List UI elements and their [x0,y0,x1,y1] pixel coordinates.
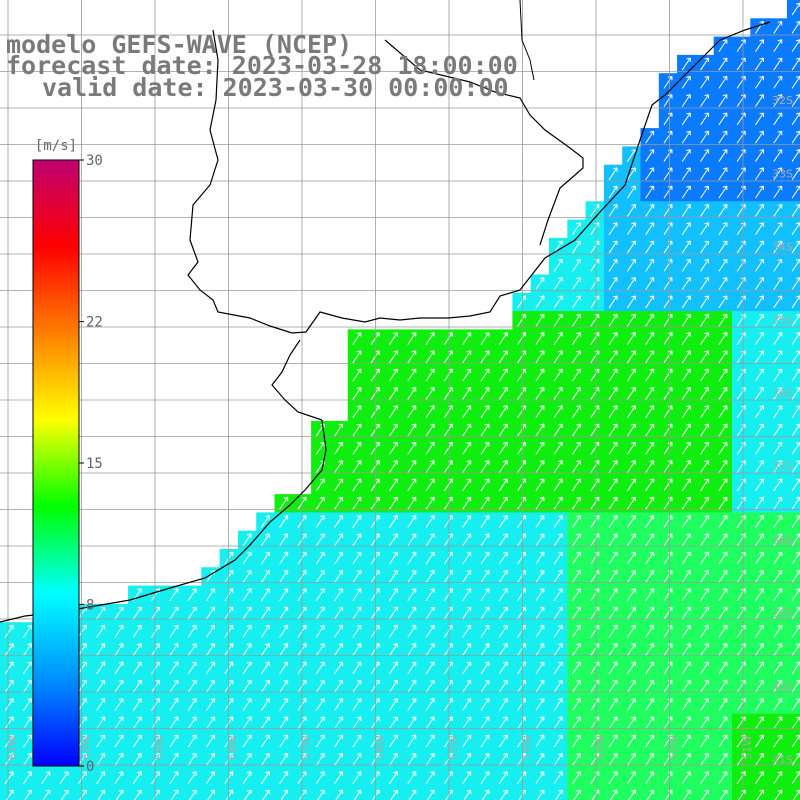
latitude-label: 41S [772,754,793,767]
river-plate-coast [271,339,323,421]
colorbar-labels: 30 22 15 8 0 [79,153,103,775]
coastline [187,21,771,334]
colorbar-label: 22 [86,315,103,331]
coastline-north [384,39,584,246]
longitude-label: 51W [741,735,754,760]
latitude-label: 34S [772,241,793,254]
longitude-label: 60W [80,735,93,760]
longitude-label: 55W [447,735,460,760]
longitude-label: 58W [227,735,240,760]
colorbar-gradient [32,159,80,767]
latitude-label: 37S [772,461,793,474]
longitude-label: 59W [153,735,166,760]
colorbar-unit: [m/s] [35,138,77,154]
latitude-label: 38S [772,534,793,547]
latitude-label: 39S [772,607,793,620]
longitude-labels: 61W 60W 59W 58W 57W 56W 55W 54W 53W 52W 51W [6,735,754,760]
colorbar-label: 15 [86,456,103,472]
longitude-label: 54W [521,735,534,760]
latitude-labels: 32S 33S 34S 35S 36S 37S 38S 39S 40S 41S [772,94,793,767]
longitude-label: 61W [6,735,19,760]
latitude-label: 32S [772,94,793,107]
latitude-label: 35S [772,314,793,327]
title-valid-date: valid date: 2023-03-30 00:00:00 [42,73,509,102]
colorbar-label: 8 [86,597,94,613]
latitude-label: 40S [772,680,793,693]
longitude-label: 57W [300,735,313,760]
colorbar: [m/s] 30 22 15 8 0 [32,138,103,775]
latitude-label: 33S [772,167,793,180]
wind-arrows [4,2,800,800]
title-forecast-date: forecast date: 2023-03-28 18:00:00 [6,51,518,80]
longitude-label: 56W [374,735,387,760]
boundary-river [519,0,535,81]
colorbar-label: 0 [86,759,94,775]
latitude-label: 36S [772,387,793,400]
longitude-label: 52W [668,735,681,760]
title-model: modelo GEFS-WAVE (NCEP) [6,30,353,59]
longitude-label: 53W [594,735,607,760]
colorbar-label: 30 [86,153,103,169]
